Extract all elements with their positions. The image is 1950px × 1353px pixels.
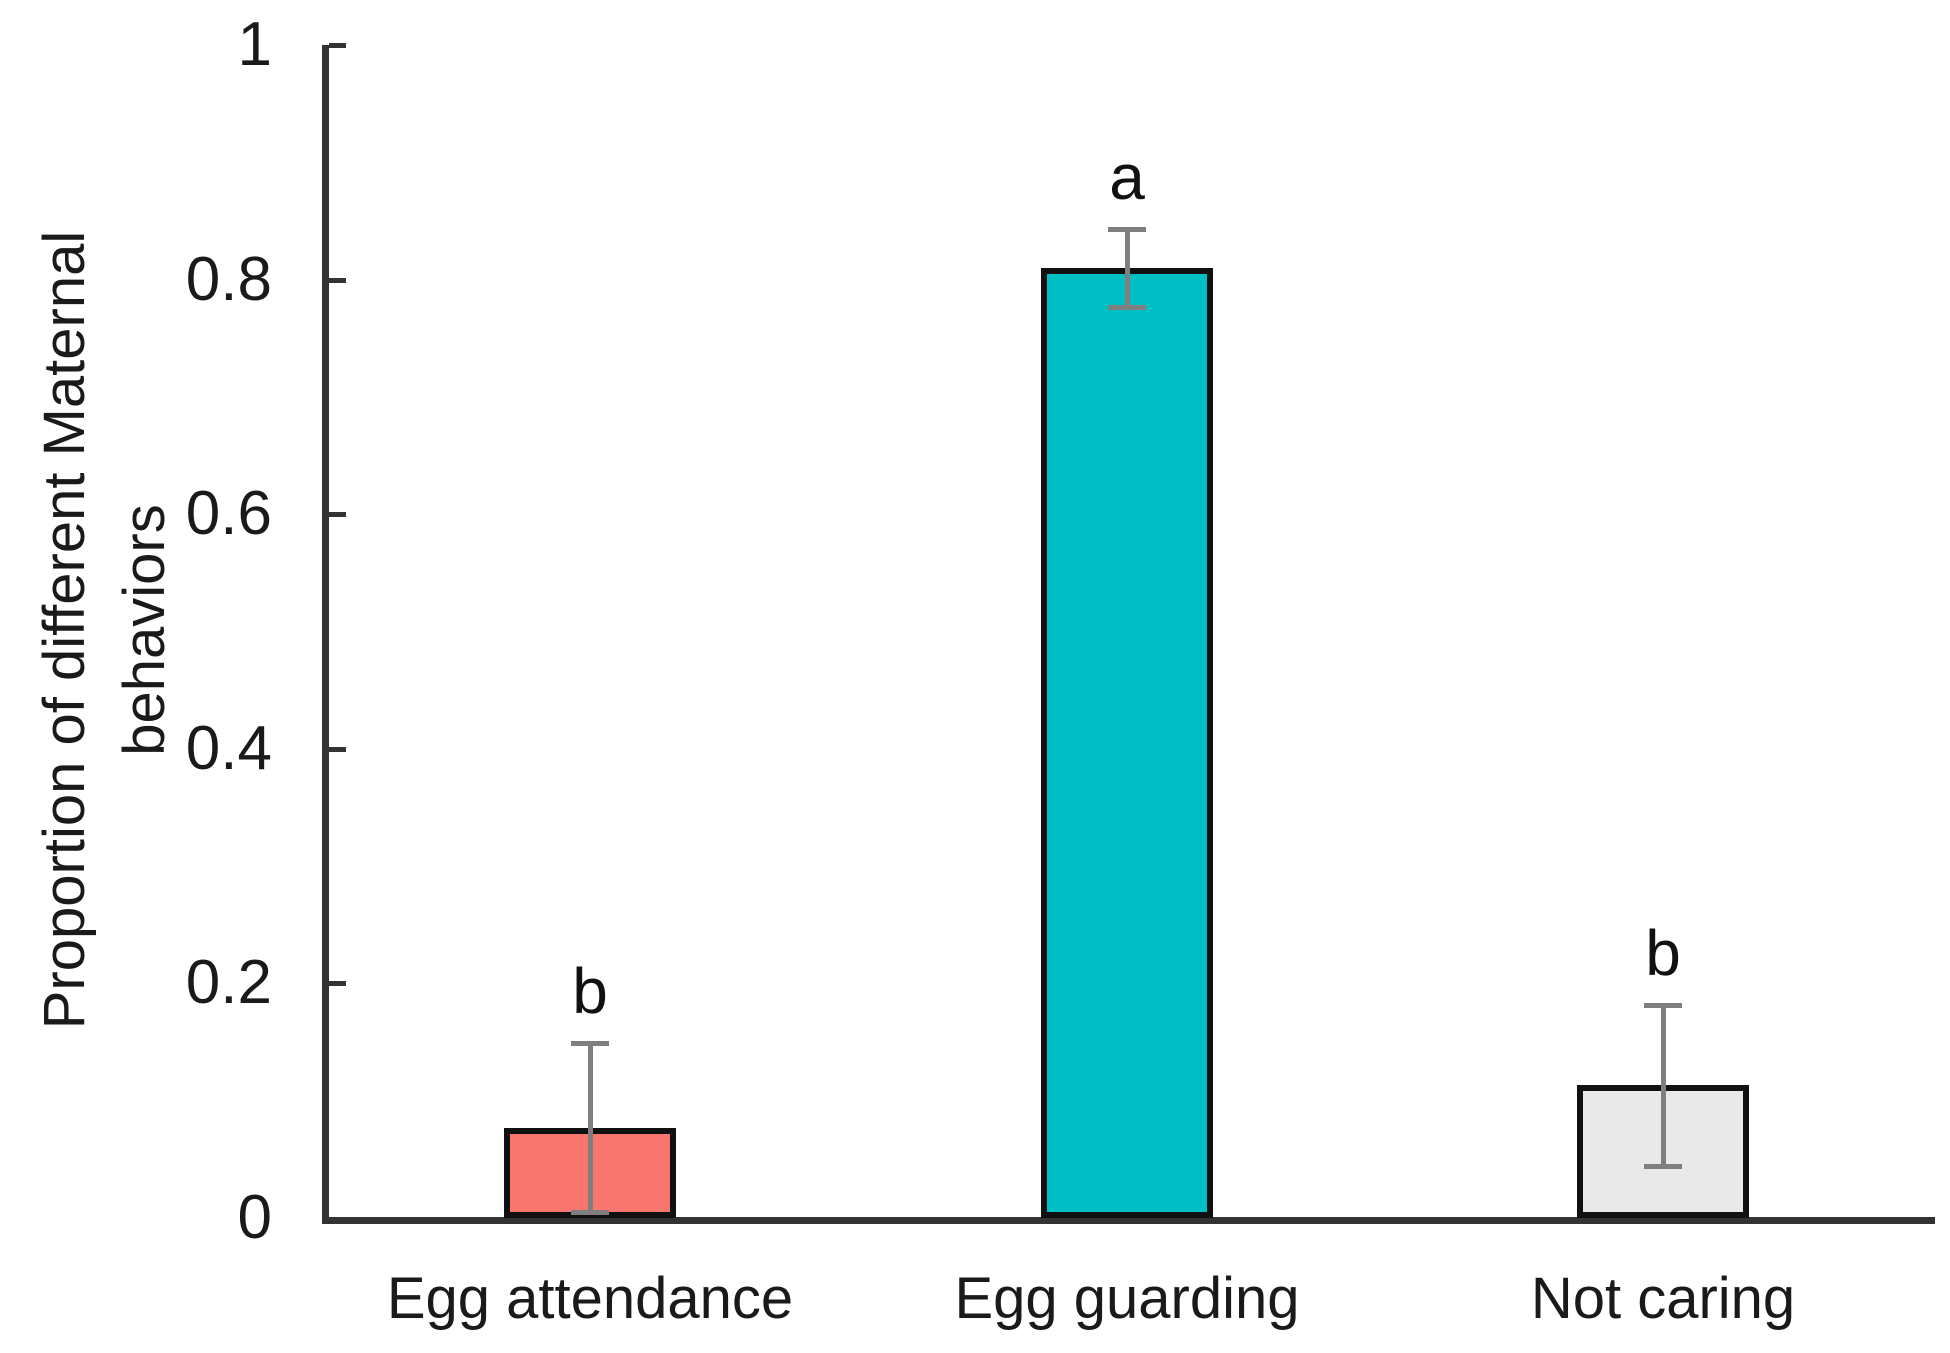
y-tick-mark xyxy=(329,746,346,752)
significance-letter: b xyxy=(1645,916,1681,989)
x-axis-line xyxy=(322,1217,1935,1224)
y-axis-line xyxy=(322,45,329,1224)
error-bar-cap-top xyxy=(571,1041,609,1047)
error-bar-line xyxy=(1124,229,1130,307)
bar-egg-guarding xyxy=(1041,267,1213,1218)
significance-letter: a xyxy=(1109,141,1145,214)
error-bar-cap-top xyxy=(1108,227,1146,233)
error-bar-cap-top xyxy=(1644,1002,1682,1008)
error-bar-cap-bottom xyxy=(1108,304,1146,310)
y-tick-mark xyxy=(329,512,346,518)
y-tick-mark xyxy=(329,43,346,48)
y-tick-mark xyxy=(329,981,346,987)
category-label: Not caring xyxy=(1530,1266,1796,1331)
error-bar-line xyxy=(587,1043,593,1213)
y-tick-label: 0.8 xyxy=(185,244,272,314)
error-bar-cap-bottom xyxy=(571,1210,609,1216)
error-bar-cap-bottom xyxy=(1644,1164,1682,1170)
y-tick-label: 0 xyxy=(237,1183,272,1252)
y-tick-label: 0.2 xyxy=(185,948,272,1018)
y-tick-label: 0.6 xyxy=(185,479,272,549)
y-tick-label: 1 xyxy=(237,10,272,79)
y-tick-label: 0.4 xyxy=(185,713,272,783)
y-tick-mark xyxy=(329,277,346,283)
category-label: Egg guarding xyxy=(954,1266,1300,1331)
category-label: Egg attendance xyxy=(386,1266,794,1331)
error-bar-line xyxy=(1660,1004,1666,1167)
significance-letter: b xyxy=(572,955,608,1028)
